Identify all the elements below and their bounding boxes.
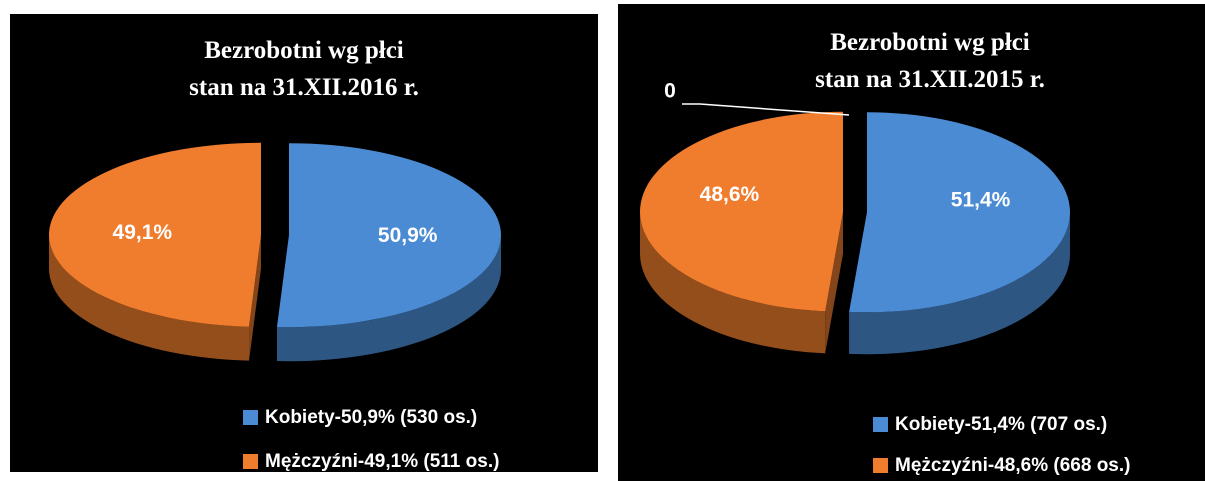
- legend-swatch: [873, 458, 888, 473]
- annotation: 0: [664, 80, 676, 103]
- slice: [640, 111, 844, 312]
- slice-side: [277, 235, 501, 362]
- slice-side: [825, 211, 844, 354]
- legend-swatch: [873, 417, 888, 432]
- slice-side: [849, 212, 1070, 355]
- slice: [277, 143, 501, 328]
- legend-label: Kobiety-51,4% (707 os.): [895, 414, 1107, 435]
- legend-label: Kobiety-50,9% (530 os.): [265, 407, 477, 428]
- chart-title: stan na 31.XII.2015 r.: [815, 66, 1045, 93]
- value-label: 48,6%: [700, 183, 760, 206]
- chart-title: stan na 31.XII.2016 r.: [189, 74, 419, 101]
- legend-swatch: [243, 454, 258, 469]
- leader-line: [699, 103, 850, 116]
- slice-side: [640, 211, 826, 354]
- slice: [49, 142, 262, 327]
- legend-label: Mężczyźni-49,1% (511 os.): [265, 451, 499, 472]
- legend-swatch: [243, 410, 258, 425]
- value-label: 50,9%: [378, 224, 438, 247]
- chart-title: Bezrobotni wg płci: [830, 29, 1030, 56]
- chart-title: Bezrobotni wg płci: [204, 37, 404, 64]
- slice-side: [49, 234, 250, 361]
- value-label: 49,1%: [113, 221, 173, 244]
- slice-side: [249, 234, 262, 361]
- value-label: 51,4%: [951, 188, 1011, 211]
- legend-label: Mężczyźni-48,6% (668 os.): [895, 455, 1130, 476]
- slice: [849, 112, 1070, 313]
